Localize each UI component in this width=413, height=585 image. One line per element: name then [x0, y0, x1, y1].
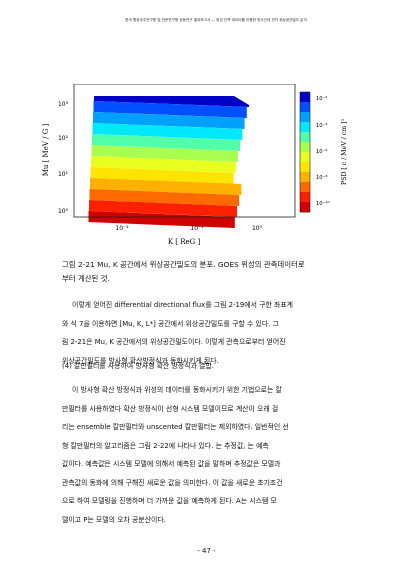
- paragraph-line: 값이다. 예측값은 시스템 모델에 의해서 예측된 값을 말하며 추정값은 모델…: [62, 460, 281, 468]
- heatmap-band: [89, 200, 237, 217]
- plot-frame: [73, 83, 296, 218]
- paragraph-line: 이 방사형 확산 방정식과 위성의 데이터를 동화시키기 위한 기법으로는 칼: [72, 386, 282, 394]
- x-tick: 10⁰: [252, 225, 263, 232]
- paragraph-2: 이 방사형 확산 방정식과 위성의 데이터를 동화시키기 위한 기법으로는 칼 …: [62, 381, 358, 529]
- colorbar-tick: 10⁻⁴: [316, 123, 327, 129]
- paragraph-1: 이렇게 얻어진 differential directional flux를 그…: [62, 296, 358, 370]
- caption-line: 부터 계산된 것.: [62, 273, 110, 283]
- page-number: - 47 -: [197, 547, 216, 555]
- y-tick: 10³: [58, 101, 69, 108]
- x-tick: 10⁻¹: [190, 225, 204, 232]
- psd-heatmap-figure: Mu [ MeV / G ] K [ ReG ] 10³ 10² 10¹ 10⁰…: [34, 83, 354, 249]
- x-tick: 10⁻²: [115, 225, 129, 232]
- heatmap-band: [91, 156, 236, 173]
- heatmap-band: [93, 112, 245, 129]
- paragraph-line: 형 칼만필터의 알고리즘은 그림 2-22에 나타나 있다. 는 추정값, 는 …: [62, 441, 269, 450]
- colorbar-segment: [300, 172, 310, 183]
- x-axis-label: K [ ReG ]: [168, 238, 201, 246]
- heatmap-band: [90, 178, 242, 195]
- y-tick: 10²: [58, 135, 69, 142]
- heatmap-band: [93, 101, 247, 118]
- empty-region: [259, 194, 295, 217]
- colorbar-segment: [300, 192, 310, 203]
- paragraph-line: 관측값의 동화에 의해 구해진 새로운 값을 의미한다. 이 값을 새로운 초기…: [62, 478, 283, 487]
- colorbar-tick: 10⁻¹⁰: [316, 201, 330, 207]
- colorbar-segment: [300, 202, 310, 213]
- heatmap-band: [92, 134, 241, 151]
- colorbar-segment: [300, 162, 310, 173]
- heatmap-band: [88, 211, 235, 228]
- paragraph-line: 이렇게 얻어진 differential directional flux를 그…: [72, 301, 294, 309]
- y-tick: 10⁰: [58, 208, 69, 215]
- colorbar-tick: 10⁻⁸: [316, 175, 327, 181]
- running-header: 한국 항공우주연구원 및 천문연구원 공동연구 결과보고서 — 위성 관측 데이…: [125, 18, 307, 22]
- colorbar-segment: [300, 102, 310, 113]
- y-tick: 10¹: [58, 171, 69, 178]
- paragraph-line: 델이고 P는 모델의 오차 공분산이다.: [62, 515, 166, 524]
- paragraph-line: 으로 하여 모델링을 진행하며 더 가까운 값을 예측하게 된다. A는 시스템…: [62, 497, 277, 505]
- paragraph-line: 위상공간밀도를 방사형 확산방정식과 동화시키게 된다.: [62, 356, 219, 365]
- colorbar-segment: [300, 122, 310, 133]
- x-ticks: 10⁻² 10⁻¹ 10⁰: [115, 225, 262, 232]
- empty-region: [74, 84, 295, 114]
- colorbar-segment: [300, 132, 310, 143]
- heatmap-bands: [74, 84, 295, 228]
- section-title: (4) 칼만필터를 사용하여 방사형 확산 방정식과 결합.: [62, 362, 214, 370]
- paragraph-line: 와 식 7을 이용하면 [Mu, K, L*] 공간에서 위상공간밀도를 구할 …: [62, 319, 279, 328]
- paragraph-line: 리는 ensemble 칼만필터와 unscented 칼만필터는 제외하였다.…: [62, 423, 289, 431]
- colorbar: [300, 92, 310, 213]
- y-ticks: 10³ 10² 10¹ 10⁰: [58, 101, 69, 215]
- heatmap-band: [91, 145, 238, 162]
- colorbar-segment: [300, 182, 310, 193]
- heatmap-band: [92, 123, 243, 140]
- y-axis-label: Mu [ MeV / G ]: [42, 123, 50, 176]
- colorbar-ticks: 10⁻² 10⁻⁴ 10⁻⁶ 10⁻⁸ 10⁻¹⁰: [316, 96, 330, 207]
- paragraph-line: 림 2-21은 Mu, K 공간에서의 위상공간밀도이다. 이렇게 관측으로부터…: [62, 338, 286, 346]
- figure-caption: 그림 2-21 Mu, K 공간에서 위상공간밀도의 분포. GOES 위성의 …: [62, 258, 362, 285]
- heatmap-band: [89, 189, 240, 206]
- colorbar-frame: [299, 91, 311, 213]
- psd-heatmap-svg: Mu [ MeV / G ] K [ ReG ] 10³ 10² 10¹ 10⁰…: [42, 83, 348, 246]
- colorbar-tick: 10⁻²: [316, 96, 327, 102]
- paragraph-line: 만필터를 사용하였다 확산 방정식이 선형 시스템 모델이므로 계산이 오래 걸: [62, 404, 279, 413]
- colorbar-label: PSD [ c / MeV / cm ]³: [341, 119, 348, 185]
- caption-line: 그림 2-21 Mu, K 공간에서 위상공간밀도의 분포. GOES 위성의 …: [62, 260, 305, 269]
- colorbar-segment: [300, 142, 310, 153]
- colorbar-segment: [300, 112, 310, 123]
- colorbar-segment: [300, 152, 310, 163]
- colorbar-segment: [300, 92, 310, 103]
- colorbar-tick: 10⁻⁶: [316, 149, 327, 155]
- heatmap-band: [90, 167, 234, 184]
